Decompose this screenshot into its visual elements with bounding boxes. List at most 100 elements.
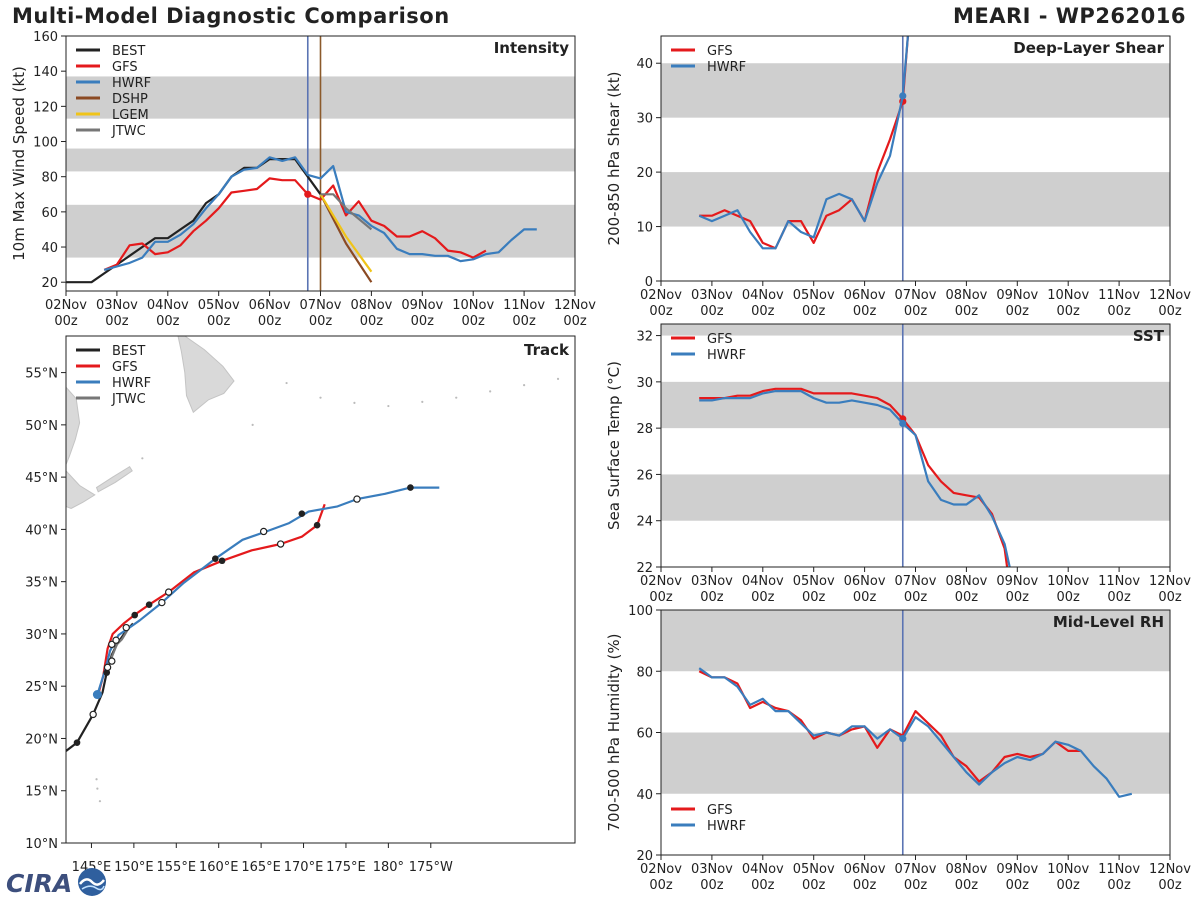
cira-logo: CIRA [6,868,106,898]
intensity-series-dshp [319,193,373,283]
rh-ytick-label: 40 [636,788,653,803]
track-point-hwrf [407,484,414,491]
sst-marker-hwrf [899,419,907,428]
sst-xtick-label: 00z [955,590,979,605]
shear-xtick-label: 08Nov [945,288,987,303]
track-point-gfs [164,588,173,596]
intensity-series-gfs [103,177,487,271]
island-dot [523,384,526,387]
sst-xtick-label: 00z [751,590,775,605]
intensity-xtick-label: 00z [563,314,587,329]
intensity-ytick-label: 160 [33,30,58,45]
island-dot [251,423,254,426]
sst-band-1 [661,381,1170,429]
track-plot-bg [66,336,575,843]
shear-xtick-label: 03Nov [691,288,733,303]
shear-series-gfs [699,36,909,250]
track-xtick-label: 160°E [199,860,239,875]
sst-xtick-label: 00z [1107,590,1131,605]
intensity-xtick-label: 08Nov [350,298,392,313]
track-xtick-label: 165°E [241,860,281,875]
rh-xtick-label: 00z [1057,878,1081,893]
track-point-best [122,623,130,632]
rh-ytick-label: 60 [636,727,653,742]
kuril-land [95,466,133,493]
intensity-series-hwrf [103,156,537,271]
rh-series-hwrf [698,667,1133,798]
sst-legend-label-gfs: GFS [707,332,733,347]
rh-xtick-label: 03Nov [691,862,733,877]
intensity-xtick-label: 00z [105,314,129,329]
sst-ylabel: Sea Surface Temp (°C) [605,361,623,530]
rh-xtick-label: 00z [802,878,826,893]
intensity-xtick-label: 00z [462,314,486,329]
sst-plot-bg [661,324,1170,567]
sst-xtick-label: 02Nov [640,574,682,589]
rh-xtick-label: 05Nov [793,862,835,877]
island-dot [421,400,424,403]
sst-band-2 [661,324,1170,336]
track-legend-label-best: BEST [112,344,145,359]
track-ytick-label: 15°N [25,785,58,800]
island-dot [489,390,492,393]
sst-xtick-label: 00z [1057,590,1081,605]
sst-series-hwrf [699,390,1011,567]
intensity-ytick-label: 40 [41,241,58,256]
track-point-best [89,710,97,719]
shear-xtick-label: 00z [649,304,673,319]
rh-xtick-label: 11Nov [1098,862,1140,877]
rh-xtick-label: 00z [904,878,928,893]
track-point-gfs [131,611,139,619]
intensity-ytick-label: 60 [41,206,58,221]
track-xtick-label: 155°E [157,860,197,875]
intensity-legend-label-lgem: LGEM [112,108,149,123]
rh-title: Mid-Level RH [1053,613,1164,631]
track-point-hwrf [353,495,361,503]
sst-band-0 [661,474,1170,521]
rh-xtick-label: 00z [1006,878,1030,893]
sst-xtick-label: 04Nov [742,574,784,589]
rh-xtick-label: 00z [955,878,979,893]
sst-xtick-label: 06Nov [844,574,886,589]
rh-legend-label-gfs: GFS [707,803,733,818]
island-dot [556,377,560,380]
shear-band-0 [661,172,1170,227]
rh-xtick-label: 00z [751,878,775,893]
rh-xtick-label: 07Nov [895,862,937,877]
intensity-series-lgem [319,193,373,273]
rh-band-1 [661,610,1170,672]
intensity-xtick-label: 02Nov [45,298,87,313]
track-point-gfs [218,557,226,565]
shear-xtick-label: 06Nov [844,288,886,303]
shear-xtick-label: 00z [751,304,775,319]
track-ytick-label: 20°N [25,732,58,747]
hokkaido-land [66,470,96,510]
sst-xtick-label: 09Nov [996,574,1038,589]
shear-band-1 [661,63,1170,118]
shear-legend-label-gfs: GFS [707,44,733,59]
sst-xtick-label: 12Nov [1149,574,1191,589]
rh-xtick-label: 12Nov [1149,862,1191,877]
intensity-legend-label-jtwc: JTWC [111,124,146,139]
intensity-xtick-label: 00z [258,314,282,329]
intensity-xtick-label: 00z [360,314,384,329]
shear-xtick-label: 02Nov [640,288,682,303]
track-xtick-label: 170°E [284,860,324,875]
intensity-xtick-label: 00z [411,314,435,329]
track-point-hwrf [158,598,166,607]
shear-xtick-label: 11Nov [1098,288,1140,303]
shear-title: Deep-Layer Shear [1013,39,1164,57]
sst-xtick-label: 00z [904,590,928,605]
track-point-gfs [276,540,285,548]
intensity-xtick-label: 07Nov [300,298,342,313]
island-dot [96,787,99,790]
shear-xtick-label: 00z [1057,304,1081,319]
sst-xtick-label: 00z [700,590,724,605]
intensity-title: Intensity [494,39,570,57]
track-xtick-label: 180° [373,860,404,875]
track-point-best [108,640,116,649]
track-title: Track [524,341,570,359]
intensity-ytick-label: 80 [41,171,58,186]
intensity-ytick-label: 120 [33,100,58,115]
